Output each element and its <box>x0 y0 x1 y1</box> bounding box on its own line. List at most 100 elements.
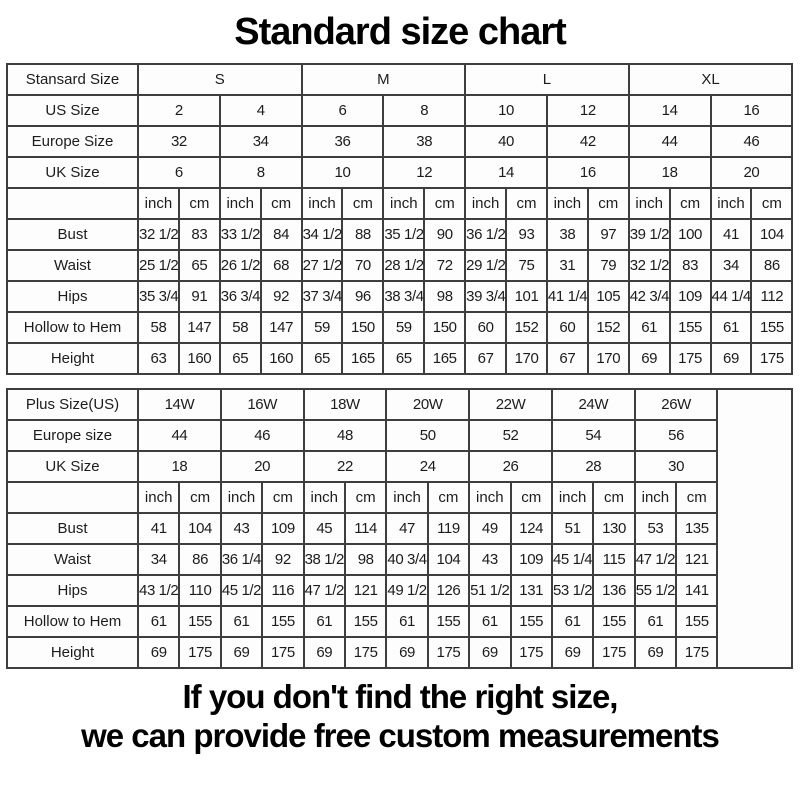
unit-cm: cm <box>592 481 636 514</box>
value-cell: 105 <box>586 280 630 313</box>
row-label: Waist <box>6 543 139 576</box>
value-cell: 100 <box>668 218 712 251</box>
row-label: Hips <box>6 280 139 313</box>
unit-inch: inch <box>468 481 512 514</box>
unit-inch: inch <box>302 481 346 514</box>
value-cell: 38 1/2 <box>302 543 346 576</box>
units-row: inch cm inch cm inch cm inch cm inch cm … <box>6 187 794 220</box>
value-cell: 55 1/2 <box>633 574 678 607</box>
value-cell: 69 <box>136 636 181 669</box>
value-cell: 28 1/2 <box>382 249 426 282</box>
value-cell: 175 <box>178 636 222 669</box>
row-label: Bust <box>6 512 139 545</box>
row-label: Europe size <box>6 419 139 452</box>
row-bust: Bust 32 1/2 83 33 1/2 84 34 1/2 88 35 1/… <box>6 218 794 251</box>
empty-cell <box>6 481 139 514</box>
unit-inch: inch <box>300 187 344 220</box>
value-cell: 175 <box>343 636 388 669</box>
value-cell: 109 <box>261 512 305 545</box>
value-cell: 147 <box>177 311 221 344</box>
us-size-value: 14 <box>627 94 712 127</box>
value-cell: 116 <box>261 574 305 607</box>
value-cell: 114 <box>343 512 388 545</box>
uk-size-value: 30 <box>633 450 719 483</box>
row-label: US Size <box>6 94 139 127</box>
size-group-xl: XL <box>627 63 794 96</box>
unit-cm: cm <box>259 187 303 220</box>
plus-units-row: inch cm inch cm inch cm inch cm inch cm … <box>6 481 792 514</box>
value-cell: 34 <box>709 249 753 282</box>
value-cell: 61 <box>302 605 346 638</box>
table-gap <box>0 375 800 388</box>
value-cell: 58 <box>218 311 262 344</box>
value-cell: 33 1/2 <box>218 218 262 251</box>
uk-size-value: 26 <box>468 450 553 483</box>
value-cell: 86 <box>178 543 222 576</box>
value-cell: 69 <box>633 636 678 669</box>
footer-line-2: we can provide free custom measurements <box>81 716 720 754</box>
uk-size-value: 10 <box>300 156 385 189</box>
value-cell: 160 <box>259 342 303 375</box>
value-cell: 27 1/2 <box>300 249 344 282</box>
unit-inch: inch <box>550 481 595 514</box>
value-cell: 175 <box>426 636 471 669</box>
uk-size-value: 8 <box>218 156 303 189</box>
value-cell: 51 <box>550 512 595 545</box>
plus-row-height: Height 69 175 69 175 69 175 69 175 69 17… <box>6 636 792 669</box>
unit-inch: inch <box>219 481 264 514</box>
uk-size-row: UK Size 6 8 10 12 14 16 18 20 <box>6 156 794 189</box>
value-cell: 63 <box>137 342 180 375</box>
value-cell: 121 <box>675 543 719 576</box>
value-cell: 98 <box>423 280 467 313</box>
unit-inch: inch <box>137 187 180 220</box>
value-cell: 141 <box>675 574 719 607</box>
value-cell: 65 <box>177 249 221 282</box>
value-cell: 49 1/2 <box>385 574 429 607</box>
value-cell: 42 3/4 <box>627 280 671 313</box>
europe-size-value: 44 <box>137 419 222 452</box>
plus-size-group: 26W <box>633 388 719 421</box>
unit-inch: inch <box>136 481 181 514</box>
row-waist: Waist 25 1/2 65 26 1/2 68 27 1/2 70 28 1… <box>6 249 794 282</box>
row-hollow-to-hem: Hollow to Hem 58 147 58 147 59 150 59 15… <box>6 311 794 344</box>
value-cell: 39 3/4 <box>464 280 508 313</box>
value-cell: 29 1/2 <box>464 249 508 282</box>
value-cell: 69 <box>219 636 264 669</box>
unit-inch: inch <box>382 187 426 220</box>
value-cell: 92 <box>261 543 305 576</box>
value-cell: 61 <box>385 605 429 638</box>
value-cell: 61 <box>633 605 678 638</box>
uk-size-value: 20 <box>709 156 794 189</box>
value-cell: 135 <box>675 512 719 545</box>
value-cell: 170 <box>505 342 548 375</box>
value-cell: 109 <box>668 280 712 313</box>
value-cell: 119 <box>426 512 471 545</box>
value-cell: 96 <box>341 280 385 313</box>
footer-line-1: If you don't find the right size, <box>182 678 619 715</box>
unit-cm: cm <box>341 187 385 220</box>
value-cell: 61 <box>136 605 181 638</box>
empty-cell <box>6 187 139 220</box>
uk-size-value: 14 <box>464 156 548 189</box>
us-size-row: US Size 2 4 6 8 10 12 14 16 <box>6 94 794 127</box>
value-cell: 150 <box>341 311 385 344</box>
us-size-value: 4 <box>218 94 303 127</box>
value-cell: 65 <box>218 342 262 375</box>
value-cell: 51 1/2 <box>468 574 512 607</box>
unit-cm: cm <box>261 481 305 514</box>
value-cell: 92 <box>259 280 303 313</box>
value-cell: 45 1/2 <box>219 574 264 607</box>
value-cell: 25 1/2 <box>137 249 180 282</box>
value-cell: 93 <box>505 218 548 251</box>
row-label: Hollow to Hem <box>6 311 139 344</box>
row-label: UK Size <box>6 156 139 189</box>
value-cell: 70 <box>341 249 385 282</box>
europe-size-value: 46 <box>219 419 305 452</box>
uk-size-value: 18 <box>627 156 712 189</box>
value-cell: 175 <box>509 636 553 669</box>
value-cell: 124 <box>509 512 553 545</box>
value-cell: 61 <box>219 605 264 638</box>
us-size-value: 12 <box>545 94 630 127</box>
standard-header-row: Stansard Size S M L XL <box>6 63 794 96</box>
value-cell: 45 1/4 <box>550 543 595 576</box>
